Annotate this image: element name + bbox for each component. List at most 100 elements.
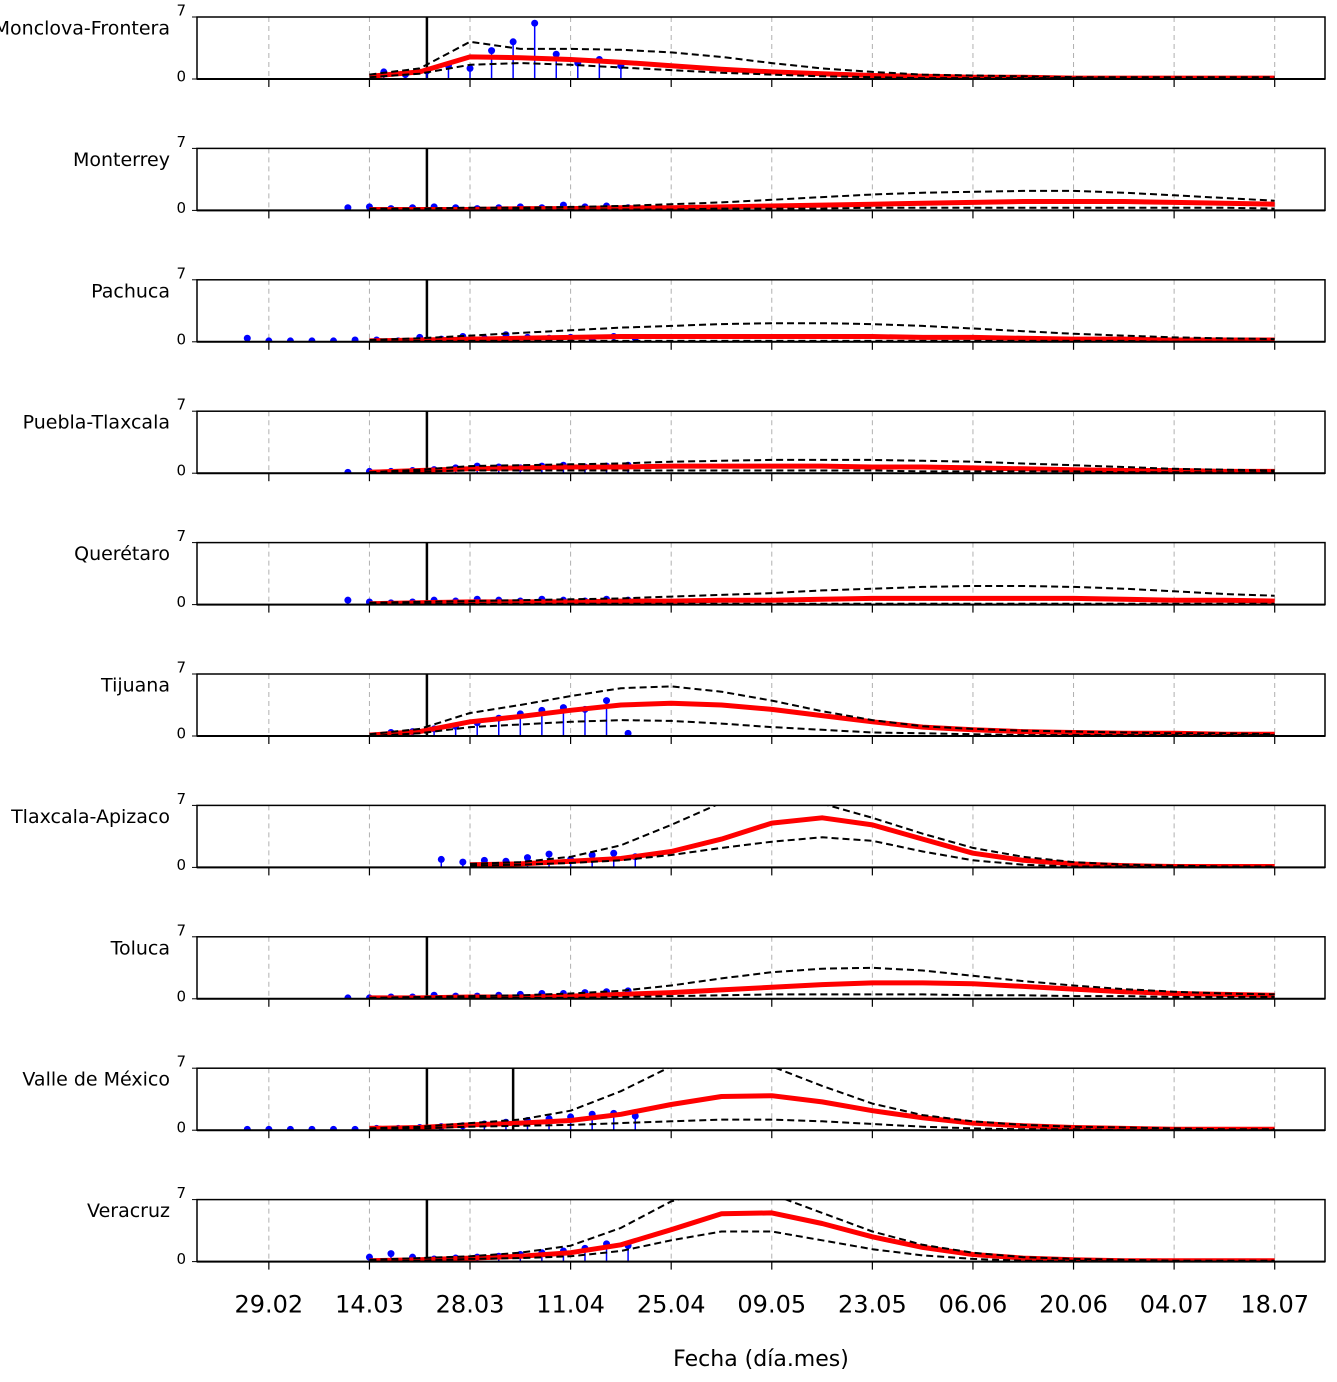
stem-marker <box>545 850 553 858</box>
stem-marker <box>330 337 338 342</box>
bound-line <box>369 1199 1275 1262</box>
stem-marker <box>344 204 352 211</box>
fit-line <box>369 1093 1275 1131</box>
y-tick-label: 7 <box>176 2 186 20</box>
bound-line <box>369 993 1275 999</box>
stem-marker <box>265 337 273 342</box>
bound-line <box>369 189 1275 210</box>
bound-line <box>369 1068 1275 1131</box>
y-tick-label: 7 <box>176 1184 186 1202</box>
panel-frame <box>196 1067 1326 1131</box>
stem-marker <box>286 1125 294 1131</box>
y-tick-label: 0 <box>176 199 186 217</box>
bound-line <box>369 322 1275 341</box>
bound-line <box>369 685 1275 736</box>
y-tick-label: 7 <box>176 659 186 677</box>
y-tick-label: 7 <box>176 790 186 808</box>
bound-line <box>369 458 1275 474</box>
panel-frame <box>196 804 1326 869</box>
stem-marker <box>308 337 316 342</box>
bound-line <box>369 1118 1275 1131</box>
y-tick-label: 7 <box>176 264 186 282</box>
fit-line <box>369 980 1275 999</box>
stem-marker <box>351 336 359 342</box>
y-tick-label: 0 <box>176 1250 186 1268</box>
x-tick-label: 25.04 <box>637 1291 706 1319</box>
x-tick-label: 18.07 <box>1240 1291 1309 1319</box>
stem-marker <box>286 337 294 342</box>
stem-marker <box>603 697 611 705</box>
bound-line <box>369 62 1275 79</box>
panel <box>268 411 1276 474</box>
stem-marker <box>243 334 251 342</box>
stem-marker <box>610 849 618 857</box>
panel-frame <box>196 541 1326 606</box>
x-tick-label: 29.02 <box>234 1291 303 1319</box>
y-tick-label: 0 <box>176 68 186 86</box>
y-tick-label: 7 <box>176 133 186 151</box>
x-tick-label: 23.05 <box>838 1291 907 1319</box>
stem-marker <box>523 854 531 862</box>
panel <box>268 17 1276 79</box>
stem-marker <box>243 1125 251 1131</box>
y-tick-label: 0 <box>176 725 186 743</box>
stem-marker <box>437 855 445 863</box>
panel-title: Pachuca <box>91 280 170 302</box>
panel-frame <box>196 279 1326 343</box>
panel-frame <box>196 673 1326 737</box>
panel <box>243 279 1276 342</box>
x-tick-label: 04.07 <box>1140 1291 1209 1319</box>
panel-title: Toluca <box>110 937 170 959</box>
fit-line <box>369 54 1275 79</box>
fit-line <box>369 595 1275 605</box>
panel <box>268 1199 1276 1262</box>
stem-marker <box>509 38 517 46</box>
stem-marker <box>488 47 496 55</box>
stem-marker <box>459 858 467 866</box>
bound-line <box>369 1230 1275 1262</box>
y-tick-label: 7 <box>176 1053 186 1071</box>
fit-line <box>369 463 1275 474</box>
fit-line <box>369 199 1275 211</box>
panel-title: Monclova-Frontera <box>0 18 170 40</box>
y-tick-label: 7 <box>176 921 186 939</box>
stem-marker <box>552 50 560 58</box>
bound-line <box>369 206 1275 211</box>
stem-marker <box>308 1125 316 1131</box>
stem-marker <box>344 994 352 999</box>
x-tick-label: 06.06 <box>939 1291 1008 1319</box>
y-tick-label: 7 <box>176 527 186 545</box>
stem-marker <box>351 1125 359 1131</box>
bound-line <box>469 805 1275 868</box>
panel-title: Puebla-Tlaxcala <box>23 412 170 434</box>
panel <box>268 542 1276 605</box>
stem-marker <box>330 1125 338 1131</box>
panel-title: Tlaxcala-Apizaco <box>10 806 170 828</box>
bound-line <box>369 966 1275 999</box>
panel-title: Veracruz <box>87 1200 170 1222</box>
stem-marker <box>344 596 352 604</box>
panel-title: Monterrey <box>73 149 170 171</box>
x-tick-label: 28.03 <box>436 1291 505 1319</box>
panel-title: Tijuana <box>100 675 170 697</box>
y-tick-label: 0 <box>176 330 186 348</box>
stem-marker <box>265 1125 273 1131</box>
stem-marker <box>387 1250 395 1258</box>
stem-marker <box>466 64 474 72</box>
stem-marker <box>531 19 539 27</box>
y-tick-label: 0 <box>176 593 186 611</box>
panel-frame <box>196 1198 1326 1263</box>
y-tick-label: 0 <box>176 856 186 874</box>
panel <box>268 936 1276 999</box>
panel-title: Querétaro <box>74 543 170 565</box>
x-tick-label: 20.06 <box>1039 1291 1108 1319</box>
y-tick-label: 0 <box>176 462 186 480</box>
x-tick-label: 09.05 <box>737 1291 806 1319</box>
bound-line <box>369 40 1275 79</box>
y-tick-label: 7 <box>176 396 186 414</box>
panel <box>268 805 1276 868</box>
x-tick-label: 11.04 <box>536 1291 605 1319</box>
x-tick-label: 14.03 <box>335 1291 404 1319</box>
panel-title: Valle de México <box>22 1069 170 1091</box>
